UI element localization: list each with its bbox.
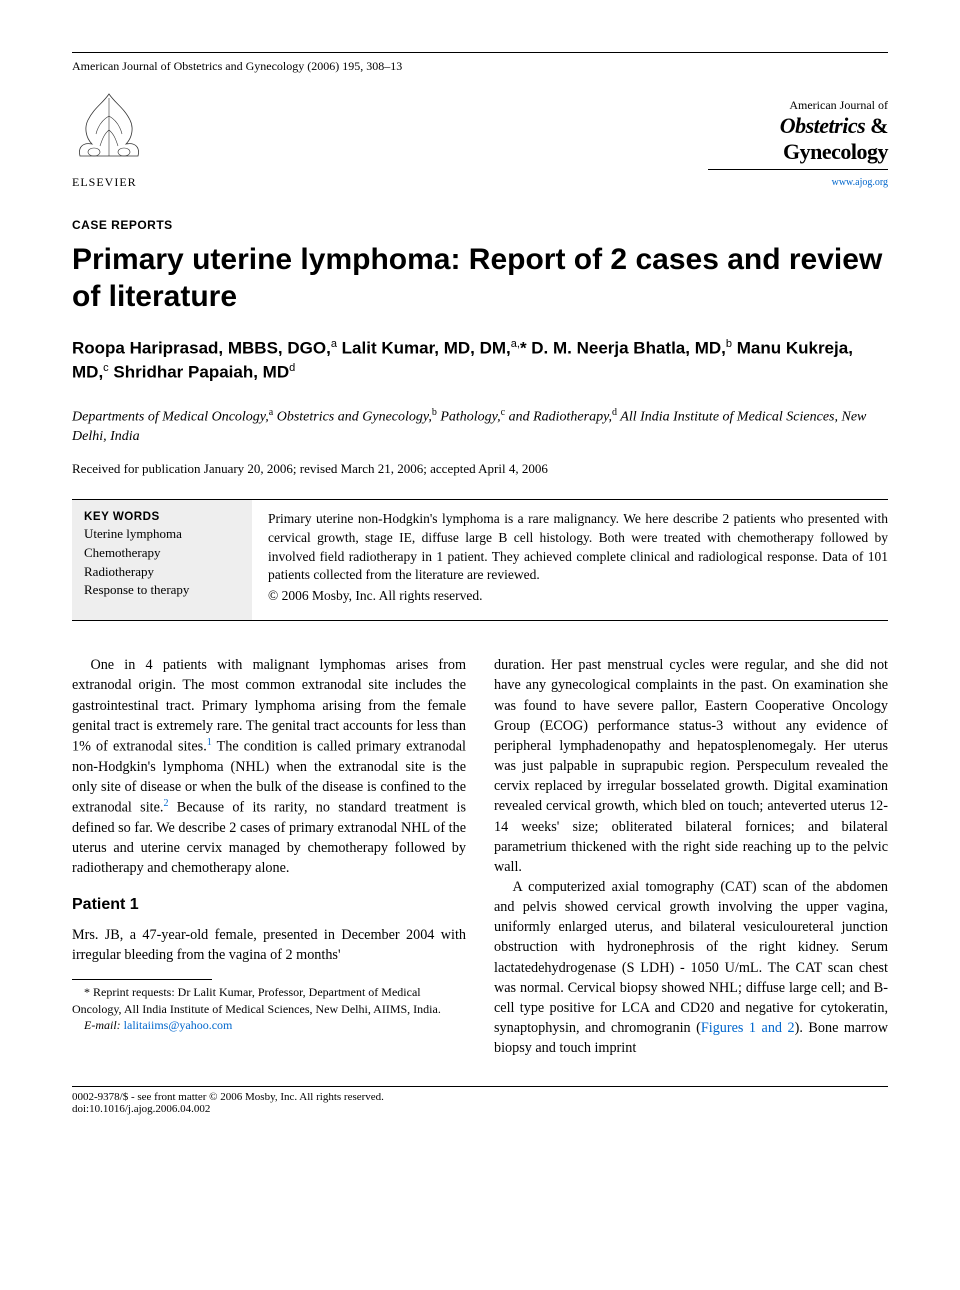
email-link[interactable]: lalitaiims@yahoo.com bbox=[124, 1018, 233, 1032]
brand-line1: Obstetrics & bbox=[708, 113, 888, 139]
article-title: Primary uterine lymphoma: Report of 2 ca… bbox=[72, 242, 888, 315]
keyword-item: Chemotherapy bbox=[84, 544, 240, 563]
dates-line: Received for publication January 20, 200… bbox=[72, 461, 888, 477]
journal-brand-block: American Journal of Obstetrics & Gynecol… bbox=[708, 98, 888, 190]
page: American Journal of Obstetrics and Gynec… bbox=[0, 0, 960, 1155]
abstract-text: Primary uterine non-Hodgkin's lymphoma i… bbox=[252, 500, 888, 620]
body-columns: One in 4 patients with malignant lymphom… bbox=[72, 655, 888, 1058]
header-row: American Journal of Obstetrics and Gynec… bbox=[72, 52, 888, 74]
logos-row: ELSEVIER American Journal of Obstetrics … bbox=[72, 86, 888, 190]
brand-line2: Gynecology bbox=[708, 139, 888, 165]
keywords-heading: KEY WORDS bbox=[84, 510, 240, 523]
section-label: CASE REPORTS bbox=[72, 218, 888, 232]
abstract-block: KEY WORDS Uterine lymphoma Chemotherapy … bbox=[72, 499, 888, 621]
col2-p2: A computerized axial tomography (CAT) sc… bbox=[494, 877, 888, 1058]
footer-doi: doi:10.1016/j.ajog.2006.04.002 bbox=[72, 1103, 888, 1115]
brand-obstetrics: Obstetrics bbox=[780, 113, 865, 138]
patient1-heading: Patient 1 bbox=[72, 894, 466, 917]
keyword-item: Radiotherapy bbox=[84, 563, 240, 582]
publisher-name: ELSEVIER bbox=[72, 175, 146, 190]
intro-paragraph: One in 4 patients with malignant lymphom… bbox=[72, 655, 466, 878]
brand-amp: & bbox=[865, 113, 888, 138]
keyword-item: Response to therapy bbox=[84, 581, 240, 600]
abstract-copyright: © 2006 Mosby, Inc. All rights reserved. bbox=[268, 587, 888, 606]
keyword-item: Uterine lymphoma bbox=[84, 525, 240, 544]
publisher-block: ELSEVIER bbox=[72, 86, 146, 190]
journal-reference: American Journal of Obstetrics and Gynec… bbox=[72, 59, 402, 74]
patient1-p1: Mrs. JB, a 47-year-old female, presented… bbox=[72, 925, 466, 965]
reprint-footnote: * Reprint requests: Dr Lalit Kumar, Prof… bbox=[72, 984, 466, 1016]
footnote-rule bbox=[72, 979, 212, 980]
elsevier-tree-icon bbox=[72, 86, 146, 168]
keywords-box: KEY WORDS Uterine lymphoma Chemotherapy … bbox=[72, 500, 252, 620]
journal-url-link[interactable]: www.ajog.org bbox=[832, 177, 888, 188]
brand-small: American Journal of bbox=[708, 98, 888, 113]
footnotes: * Reprint requests: Dr Lalit Kumar, Prof… bbox=[72, 984, 466, 1033]
affiliations: Departments of Medical Oncology,a Obstet… bbox=[72, 406, 888, 446]
authors-line: Roopa Hariprasad, MBBS, DGO,a Lalit Kuma… bbox=[72, 337, 888, 384]
journal-brand: American Journal of Obstetrics & Gynecol… bbox=[708, 98, 888, 170]
abstract-body: Primary uterine non-Hodgkin's lymphoma i… bbox=[268, 511, 888, 583]
col2-p1: duration. Her past menstrual cycles were… bbox=[494, 655, 888, 877]
footer-copyright: 0002-9378/$ - see front matter © 2006 Mo… bbox=[72, 1091, 888, 1103]
footer-line: 0002-9378/$ - see front matter © 2006 Mo… bbox=[72, 1086, 888, 1115]
email-label: E-mail: bbox=[84, 1018, 121, 1032]
email-footnote: E-mail: lalitaiims@yahoo.com bbox=[72, 1017, 466, 1033]
